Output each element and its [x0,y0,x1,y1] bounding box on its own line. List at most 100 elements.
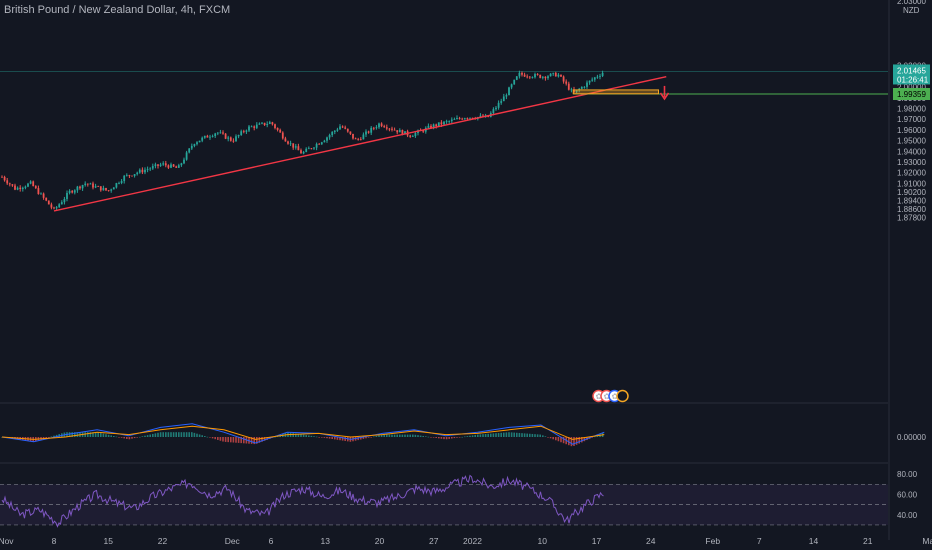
macd-histogram-bar [365,437,367,439]
macd-histogram-bar [310,435,313,437]
candle [461,117,464,120]
candle [227,135,230,142]
candle [123,174,126,184]
candle [32,180,35,187]
macd-histogram-bar [375,435,378,437]
macd-histogram-bar [139,436,141,438]
candle [159,162,162,167]
candle [268,120,271,125]
candle [320,141,323,146]
candle [45,197,48,202]
macd-pane: 0.00000 [1,423,926,447]
candle-body [297,146,300,151]
candle-body [131,175,133,177]
candle [81,184,84,191]
candle-body [539,74,542,78]
candle-body [185,152,188,160]
candle-body [172,164,175,167]
price-tick-label: 1.96000 [897,126,926,135]
candle-body [237,135,240,137]
candle [250,125,253,128]
macd-histogram-bar [523,433,526,437]
candle-body [596,76,599,78]
candle [385,124,388,131]
candle-body [388,128,391,130]
macd-histogram-bar [204,436,206,437]
macd-histogram-bar [578,437,580,444]
candle [92,181,94,190]
candle-body [105,187,107,191]
candle-body [89,183,92,185]
macd-histogram-bar [152,433,154,437]
candle [128,174,131,179]
macd-histogram-bar [94,432,97,437]
candle-body [385,127,388,129]
macd-histogram-bar [258,437,261,443]
time-tick-label: Dec [225,536,241,546]
macd-histogram-bar [360,437,362,440]
candle [596,74,599,79]
candle [232,138,235,143]
candle-body [40,193,42,195]
macd-histogram-bar [544,436,547,437]
candle [378,122,380,129]
candle-body [336,129,339,131]
support-price-value: 1.99359 [897,90,926,99]
candle [53,206,55,210]
candle [370,126,373,136]
candle [318,142,321,145]
candle-body [409,135,412,137]
candle [601,70,604,78]
macd-histogram-bar [490,433,492,437]
macd-histogram-bar [172,432,175,437]
candle-body [21,187,24,190]
macd-histogram-bar [378,435,380,437]
macd-histogram-bar [474,434,476,437]
candle-body [500,101,503,103]
candle [245,129,248,134]
price-axis: 2.020002.000001.990001.980001.970001.960… [893,0,930,223]
macd-histogram-bar [370,437,372,438]
candlestick-series [1,70,604,211]
candle-body [463,118,466,120]
currency-label: NZD [903,6,920,15]
candle [346,128,349,133]
candle-body [112,187,115,190]
candle-body [167,165,170,168]
macd-histogram-bar [581,437,583,443]
candle [198,140,201,143]
candle-body [505,95,508,97]
candle [302,150,305,155]
price-tick-label: 1.97000 [897,115,926,124]
candle [201,136,204,143]
candle-body [81,185,84,189]
macd-histogram-bar [185,432,188,437]
macd-line [1,423,605,445]
candle-body [380,123,383,127]
candle-body [138,169,141,173]
candle [274,123,276,130]
candle-body [528,76,531,78]
candle [565,79,568,86]
candle [60,200,63,205]
macd-histogram-bar [445,437,448,440]
candle-body [510,84,513,88]
time-tick-label: 14 [809,536,819,546]
candle [224,133,227,140]
candle-body [443,121,445,125]
candle-body [14,185,16,190]
macd-histogram-bar [120,437,123,438]
macd-histogram-bar [471,435,474,437]
candle [591,77,594,82]
candle [411,134,414,137]
macd-histogram-bar [55,434,58,437]
candle-body [248,126,250,131]
candle [19,185,22,192]
price-tick-label: 1.94000 [897,147,926,156]
candle [63,196,66,205]
candle [66,190,68,202]
candle [6,177,9,185]
candle-body [11,184,14,186]
candle-body [235,136,237,142]
